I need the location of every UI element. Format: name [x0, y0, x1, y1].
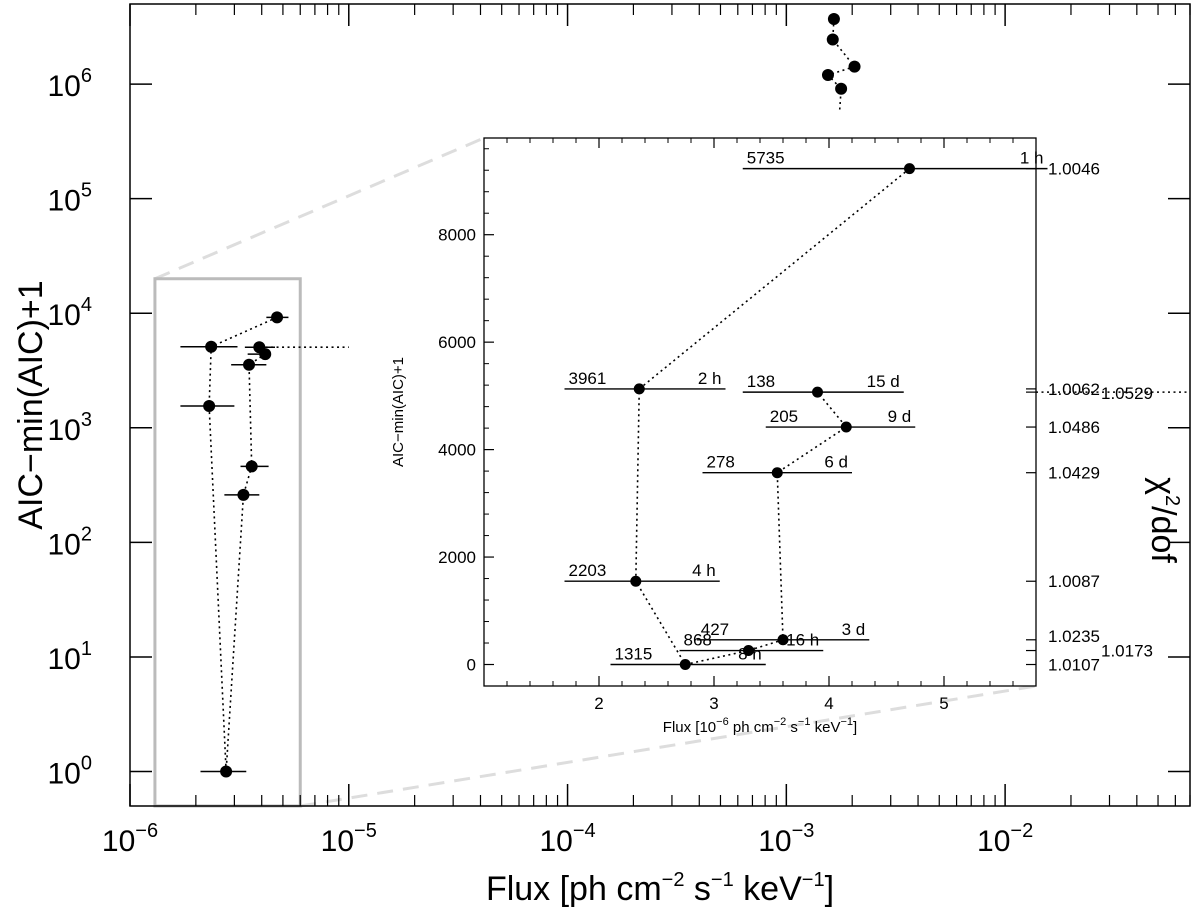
data-point	[245, 460, 258, 473]
count-label: 427	[701, 620, 729, 639]
count-label: 1315	[615, 645, 653, 664]
data-point	[271, 311, 284, 324]
duration-label: 8 h	[738, 645, 762, 664]
zoom-guide-bottom	[300, 684, 1037, 808]
inset-panel: 2 3 4 5 0 2000 4000 6000 8000 Flux [10−6 ph cm−2 …	[390, 137, 1183, 736]
chi2-value: 1.0062	[1048, 380, 1100, 399]
chi2-value: 1.0087	[1048, 572, 1100, 591]
duration-label: 9 d	[888, 407, 912, 426]
x-tick-label: 10−6	[102, 820, 158, 858]
data-point	[243, 358, 256, 371]
duration-label: 15 d	[867, 372, 900, 391]
inset-x-tick-label: 3	[709, 694, 718, 713]
data-point	[848, 60, 861, 73]
duration-label: 3 d	[842, 620, 866, 639]
main-y-label: AIC−min(AIC)+1	[12, 280, 50, 529]
chi2-value: 1.0429	[1048, 464, 1100, 483]
inset-x-label: Flux [10−6 ph cm−2 s−1 keV−1]	[663, 716, 857, 736]
count-label: 205	[770, 407, 798, 426]
inset-y-tick-label: 4000	[438, 441, 476, 460]
data-point	[259, 348, 272, 361]
duration-label: 1 h	[1020, 149, 1044, 168]
inset-data-point	[777, 634, 789, 646]
data-point	[835, 82, 848, 95]
zoom-guides	[154, 136, 1037, 808]
data-point	[203, 399, 216, 412]
inset-data-point	[904, 163, 915, 175]
count-label: 3961	[569, 369, 607, 388]
data-point	[205, 340, 218, 353]
inset-y-tick-label: 0	[467, 656, 476, 675]
chi2-value: 1.0046	[1048, 160, 1100, 179]
x-tick-label: 10−2	[977, 820, 1033, 858]
count-label: 138	[747, 372, 775, 391]
main-panel: 10−6 10−5 10−4 10−3 10−2 100 101 102 103 104 105 10…	[12, 3, 1191, 908]
connector-low	[208, 316, 349, 772]
inset-data-point	[743, 645, 754, 657]
data-point	[220, 765, 233, 778]
y-tick-label: 103	[48, 409, 93, 447]
duration-label: 6 d	[824, 453, 848, 472]
data-point	[237, 488, 250, 501]
inset-axes-frame	[483, 137, 1037, 687]
count-label: 5735	[747, 149, 785, 168]
data-point	[827, 12, 840, 25]
y-tick-label: 102	[48, 523, 93, 561]
chi2-value: 1.0235	[1048, 627, 1100, 646]
count-label: 868	[684, 631, 712, 650]
inset-x-tick-label: 2	[594, 694, 603, 713]
zoom-guide-top	[154, 136, 485, 281]
zoom-box	[153, 277, 302, 808]
chi2-value: 1.0107	[1048, 656, 1100, 675]
x-tick-label: 10−3	[758, 820, 814, 858]
y-tick-label: 104	[48, 294, 93, 332]
inset-x-tick-label: 5	[939, 694, 948, 713]
inset-data-point	[633, 383, 645, 395]
chi2-value: 1.0486	[1048, 418, 1100, 437]
inset-y-tick-label: 2000	[438, 548, 476, 567]
inset-data-point	[771, 467, 783, 479]
inset-y-tick-label: 6000	[438, 333, 476, 352]
inset-data-point	[679, 659, 691, 671]
x-tick-label: 10−4	[539, 820, 595, 858]
inset-connector	[634, 168, 911, 666]
y-tick-label: 106	[48, 65, 93, 103]
duration-label: 2 h	[698, 369, 722, 388]
inset-x-tick-label: 4	[824, 694, 833, 713]
inset-y-label: AIC−min(AIC)+1	[390, 357, 407, 467]
count-label: 278	[707, 453, 735, 472]
y-tick-label: 101	[48, 638, 93, 676]
chi2-value: 1.0173	[1101, 642, 1153, 661]
chi2-axis-label: χ2/dof	[1144, 477, 1183, 563]
y-tick-label: 105	[48, 180, 93, 218]
count-label: 2203	[569, 561, 607, 580]
y-tick-label: 100	[48, 753, 93, 791]
data-point	[821, 69, 834, 82]
duration-label: 4 h	[692, 561, 716, 580]
x-tick-label: 10−5	[321, 820, 377, 858]
inset-y-tick-label: 8000	[438, 226, 476, 245]
inset-data-point	[812, 386, 823, 398]
data-point	[826, 33, 839, 46]
duration-label: 16 h	[786, 631, 819, 650]
chi2-value: 1.0529	[1101, 384, 1153, 403]
inset-data-point	[840, 421, 852, 433]
inset-data-point	[630, 575, 642, 587]
main-x-label: Flux [ph cm−2 s−1 keV−1]	[486, 869, 834, 908]
main-axes-frame	[129, 3, 1191, 807]
